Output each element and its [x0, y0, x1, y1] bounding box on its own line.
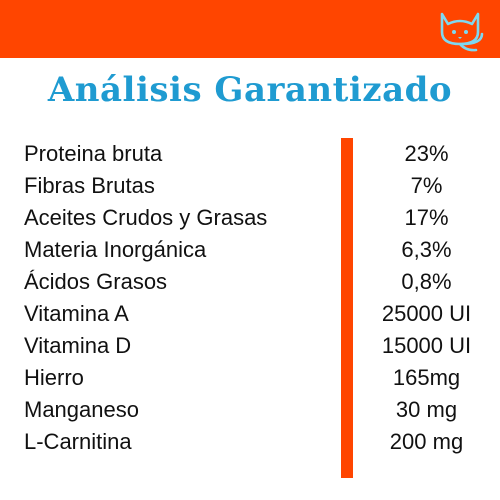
table-row: Proteina bruta 23% [0, 138, 500, 170]
table-row: Aceites Crudos y Grasas 17% [0, 202, 500, 234]
row-label: Materia Inorgánica [24, 237, 207, 262]
nutrition-table: Proteina bruta 23% Fibras Brutas 7% Acei… [0, 138, 500, 478]
row-label: Aceites Crudos y Grasas [24, 205, 268, 230]
table-row: Vitamina D 15000 UI [0, 330, 500, 362]
row-label: Ácidos Grasos [24, 269, 168, 294]
table-row: Vitamina A 25000 UI [0, 298, 500, 330]
row-label: Proteina bruta [24, 141, 163, 166]
page-title: Análisis Garantizado [47, 70, 453, 110]
row-value: 200 mg [389, 429, 464, 454]
table-row: Manganeso 30 mg [0, 394, 500, 426]
row-value: 25000 UI [381, 301, 472, 326]
table-row: Fibras Brutas 7% [0, 170, 500, 202]
row-value: 23% [404, 141, 449, 166]
row-value: 30 mg [395, 397, 458, 422]
row-label: Vitamina A [24, 301, 129, 326]
row-label: Hierro [24, 365, 84, 390]
row-value: 165mg [392, 365, 461, 390]
table-row: L-Carnitina 200 mg [0, 426, 500, 458]
row-value: 17% [404, 205, 449, 230]
row-value: 7% [410, 173, 443, 198]
row-label: L-Carnitina [24, 429, 132, 454]
row-value: 0,8% [401, 269, 452, 294]
table-row: Hierro 165mg [0, 362, 500, 394]
row-label: Manganeso [24, 397, 139, 422]
row-label: Vitamina D [24, 333, 132, 358]
table-divider [341, 138, 353, 478]
table-row: Materia Inorgánica 6,3% [0, 234, 500, 266]
cat-logo-icon [440, 12, 484, 52]
row-value: 15000 UI [381, 333, 472, 358]
row-label: Fibras Brutas [24, 173, 155, 198]
header-bar [0, 0, 500, 58]
row-value: 6,3% [401, 237, 452, 262]
table-row: Ácidos Grasos 0,8% [0, 266, 500, 298]
